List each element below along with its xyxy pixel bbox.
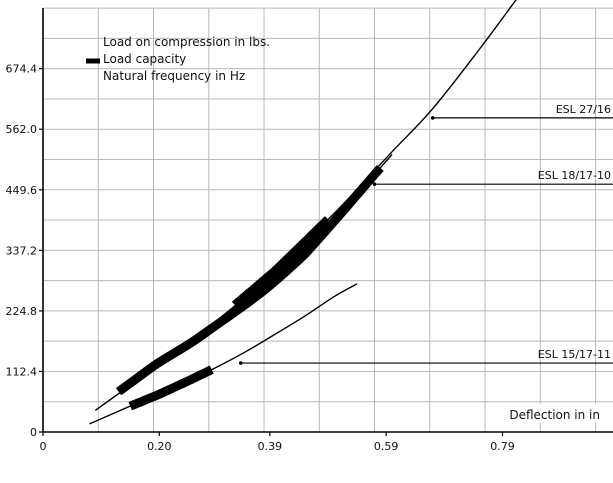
load-capacity-band-esl-18-17-10 <box>115 164 384 396</box>
legend: Load on compression in lbs. Load capacit… <box>86 35 270 83</box>
legend-entry-load-capacity: Load capacity <box>103 52 186 66</box>
x-axis-label: Deflection in in <box>509 408 600 422</box>
series-label-esl-18-17-10: ESL 18/17-10 <box>538 169 611 182</box>
load-capacity-band-esl-15-17-11 <box>128 365 214 411</box>
x-tick-label: 0.59 <box>374 440 399 453</box>
curves <box>89 0 517 425</box>
y-tick-label: 0 <box>30 426 37 439</box>
y-tick-label: 674.4 <box>6 63 38 76</box>
legend-entry-load-on-compression: Load on compression in lbs. <box>103 35 270 49</box>
x-tick-label: 0.79 <box>490 440 515 453</box>
x-tick-label: 0.20 <box>147 440 172 453</box>
x-axis-label-backdrop <box>488 404 606 422</box>
series-label-esl-27-16: ESL 27/16 <box>556 103 611 116</box>
y-tick-label: 562.0 <box>6 123 38 136</box>
y-tick-label: 449.6 <box>6 184 38 197</box>
curve-labels: ESL 27/16 ESL 18/17-10 ESL 15/17-11 <box>238 103 613 365</box>
legend-entry-natural-frequency: Natural frequency in Hz <box>103 69 245 83</box>
y-tick-label: 112.4 <box>6 365 38 378</box>
series-label-esl-15-17-11: ESL 15/17-11 <box>538 348 611 361</box>
x-tick-label: 0.39 <box>258 440 283 453</box>
axes: 0 112.4 224.8 337.2 449.6 562.0 674.4 0 0.20 0.39… <box>6 8 613 453</box>
y-tick-label: 224.8 <box>6 305 38 318</box>
load-capacity-band-esl-27-16 <box>231 216 332 309</box>
grid <box>42 7 613 433</box>
x-tick-label: 0 <box>40 440 47 453</box>
y-tick-label: 337.2 <box>6 244 38 257</box>
